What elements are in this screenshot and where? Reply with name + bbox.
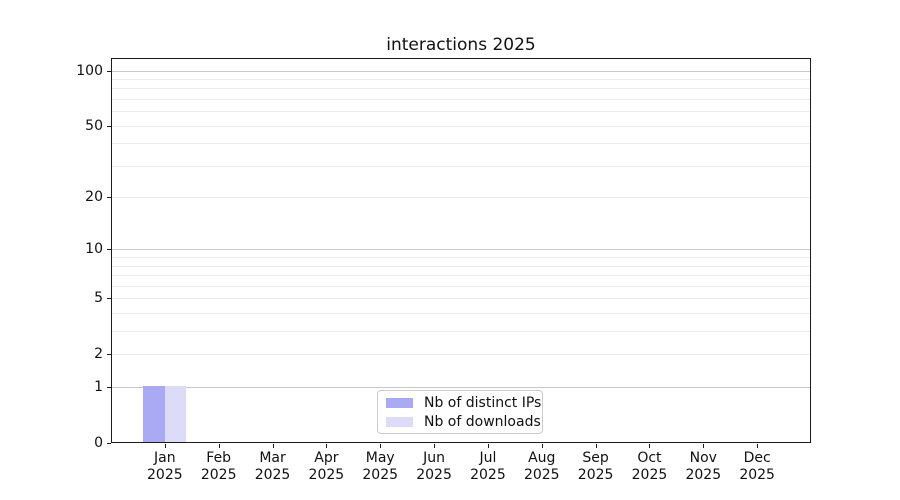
x-tick-mark — [649, 444, 651, 448]
legend-label-downloads: Nb of downloads — [424, 413, 541, 430]
y-gridline-minor — [112, 78, 810, 80]
x-tick-mark — [272, 444, 274, 448]
y-tick-label: 20 — [85, 189, 103, 206]
x-tick-mark — [380, 444, 382, 448]
x-tick-mark — [541, 444, 543, 448]
y-tick-label: 50 — [85, 117, 103, 134]
y-tick-mark — [107, 70, 111, 72]
y-gridline-minor — [112, 111, 810, 113]
x-tick-label: Aug 2025 — [515, 450, 569, 484]
y-tick-label: 0 — [94, 435, 103, 451]
y-gridline-minor — [112, 165, 810, 167]
x-tick-mark — [487, 444, 489, 448]
y-gridline-minor — [112, 125, 810, 127]
x-tick-mark — [434, 444, 436, 448]
y-gridline-minor — [112, 285, 810, 287]
x-tick-label: Sep 2025 — [569, 450, 623, 484]
x-tick-mark — [703, 444, 705, 448]
x-tick-label: Dec 2025 — [730, 450, 784, 484]
y-tick-label: 5 — [94, 290, 103, 307]
bar-jan-distinct-ips — [143, 386, 165, 442]
x-tick-year: 2025 — [147, 467, 183, 483]
x-tick-year: 2025 — [739, 467, 775, 483]
x-tick-mark — [164, 444, 166, 448]
y-gridline-major — [112, 70, 810, 72]
x-tick-month: May — [365, 450, 395, 466]
x-tick-mark — [757, 444, 759, 448]
y-tick-mark — [107, 249, 111, 251]
y-tick-label: 100 — [76, 62, 103, 79]
x-tick-month: Nov — [689, 450, 717, 466]
x-tick-year: 2025 — [631, 467, 668, 483]
x-tick-mark — [218, 444, 220, 448]
y-tick-mark — [107, 125, 111, 127]
legend-item-distinct-ips: Nb of distinct IPs — [386, 394, 541, 411]
y-tick-mark — [107, 443, 111, 444]
plot-area — [111, 58, 811, 443]
legend-swatch-distinct-ips-icon — [386, 397, 413, 408]
y-gridline-minor — [112, 331, 810, 333]
chart-title: interactions 2025 — [386, 35, 536, 55]
x-tick-year: 2025 — [470, 467, 506, 483]
y-tick-mark — [107, 354, 111, 356]
y-gridline-minor — [112, 88, 810, 90]
x-tick-label: Apr 2025 — [299, 450, 353, 484]
y-gridline-minor — [112, 197, 810, 199]
x-tick-year: 2025 — [254, 467, 291, 483]
legend-swatch-downloads-icon — [386, 416, 413, 427]
x-tick-year: 2025 — [523, 467, 560, 483]
y-tick-label: 2 — [94, 346, 103, 363]
x-tick-month: Apr — [314, 450, 339, 466]
y-gridline-major — [112, 249, 810, 251]
x-tick-year: 2025 — [416, 467, 452, 483]
legend-label-distinct-ips: Nb of distinct IPs — [424, 394, 542, 411]
y-tick-label: 10 — [85, 241, 103, 258]
y-tick-label: 1 — [94, 379, 103, 396]
x-tick-label: Mar 2025 — [246, 450, 300, 484]
x-tick-label: Oct 2025 — [622, 450, 676, 484]
y-gridline-minor — [112, 298, 810, 300]
x-tick-year: 2025 — [577, 467, 614, 483]
x-tick-mark — [326, 444, 328, 448]
x-tick-year: 2025 — [685, 467, 722, 483]
x-tick-label: Feb 2025 — [192, 450, 246, 484]
x-tick-year: 2025 — [308, 467, 345, 483]
x-tick-label: Jun 2025 — [407, 450, 461, 484]
x-tick-month: Feb — [206, 450, 232, 466]
y-tick-mark — [107, 298, 111, 300]
x-tick-label: Nov 2025 — [676, 450, 730, 484]
y-gridline-minor — [112, 313, 810, 315]
y-gridline-minor — [112, 98, 810, 100]
x-tick-month: Oct — [637, 450, 662, 466]
bar-jan-downloads — [164, 386, 187, 442]
legend-item-downloads: Nb of downloads — [386, 413, 541, 430]
y-gridline-minor — [112, 275, 810, 277]
x-tick-label: Jan 2025 — [138, 450, 192, 484]
x-tick-month: Jul — [479, 450, 497, 466]
x-tick-month: Jan — [154, 450, 176, 466]
x-tick-year: 2025 — [362, 467, 399, 483]
y-gridline-minor — [112, 354, 810, 356]
y-gridline-minor — [112, 143, 810, 145]
x-tick-year: 2025 — [200, 467, 237, 483]
x-tick-month: Mar — [259, 450, 286, 466]
y-gridline-major — [112, 387, 810, 389]
y-tick-mark — [107, 197, 111, 199]
x-tick-mark — [595, 444, 597, 448]
y-gridline-minor — [112, 257, 810, 259]
y-gridline-minor — [112, 265, 810, 267]
x-tick-month: Jun — [423, 450, 445, 466]
x-tick-label: May 2025 — [353, 450, 407, 484]
y-tick-mark — [107, 387, 111, 389]
x-tick-month: Dec — [743, 450, 771, 466]
legend: Nb of distinct IPs Nb of downloads — [377, 390, 543, 434]
x-tick-month: Aug — [528, 450, 556, 466]
x-tick-month: Sep — [582, 450, 609, 466]
x-tick-label: Jul 2025 — [461, 450, 515, 484]
